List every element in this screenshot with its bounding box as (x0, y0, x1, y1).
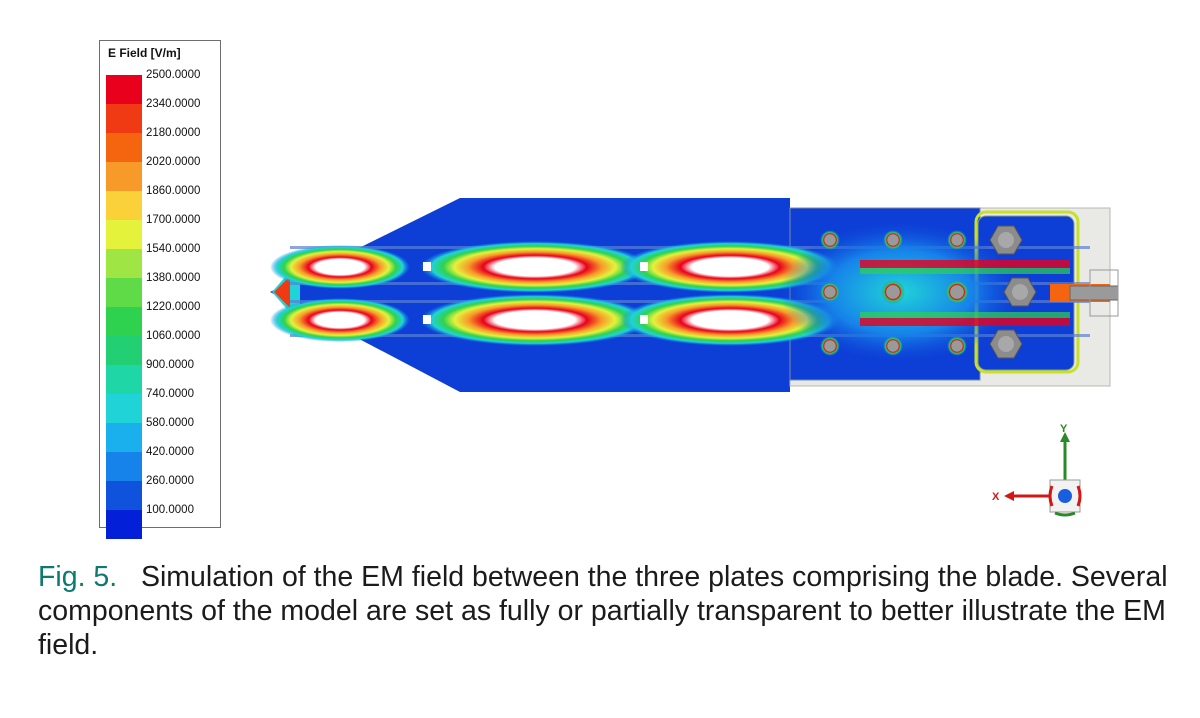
legend-value: 900.0000 (146, 359, 194, 371)
legend-value: 1380.0000 (146, 272, 201, 284)
field-legend: E Field [V/m] 2500.0000 2340.0000 2180.000… (99, 40, 221, 539)
legend-swatch (106, 191, 142, 220)
legend-value: 420.0000 (146, 446, 194, 458)
y-axis-label: Y (1060, 423, 1068, 435)
legend-swatch (106, 133, 142, 162)
legend-value: 1220.0000 (146, 301, 201, 313)
legend-value: 1060.0000 (146, 330, 201, 342)
legend-swatch (106, 481, 142, 510)
legend-value: 260.0000 (146, 475, 194, 487)
legend-swatch (106, 220, 142, 249)
axis-triad: Y X (992, 423, 1082, 517)
legend-swatch (106, 104, 142, 133)
figure-caption: Fig. 5. Simulation of the EM field betwe… (38, 560, 1178, 662)
legend-value: 2020.0000 (146, 156, 201, 168)
legend-swatch (106, 394, 142, 423)
legend-swatch (106, 307, 142, 336)
legend-swatch (106, 423, 142, 452)
legend-swatch (106, 365, 142, 394)
legend-swatch (106, 249, 142, 278)
legend-value: 1540.0000 (146, 243, 201, 255)
legend-swatch (106, 75, 142, 104)
legend-title: E Field [V/m] (108, 46, 181, 60)
legend-swatch (106, 510, 142, 539)
em-field-simulation (270, 198, 1119, 392)
legend-swatch (106, 278, 142, 307)
legend-value: 100.0000 (146, 504, 194, 516)
legend-value: 2500.0000 (146, 69, 201, 81)
legend-swatch (106, 162, 142, 191)
legend-swatch (106, 452, 142, 481)
x-axis-label: X (992, 491, 1000, 503)
legend-value: 1700.0000 (146, 214, 201, 226)
legend-value: 740.0000 (146, 388, 194, 400)
caption-text: Simulation of the EM field between the t… (38, 561, 1168, 661)
figure-label: Fig. 5. (38, 561, 118, 593)
legend-value: 2180.0000 (146, 127, 201, 139)
legend-value: 580.0000 (146, 417, 194, 429)
legend-value: 2340.0000 (146, 98, 201, 110)
legend-value: 1860.0000 (146, 185, 201, 197)
legend-swatch (106, 336, 142, 365)
